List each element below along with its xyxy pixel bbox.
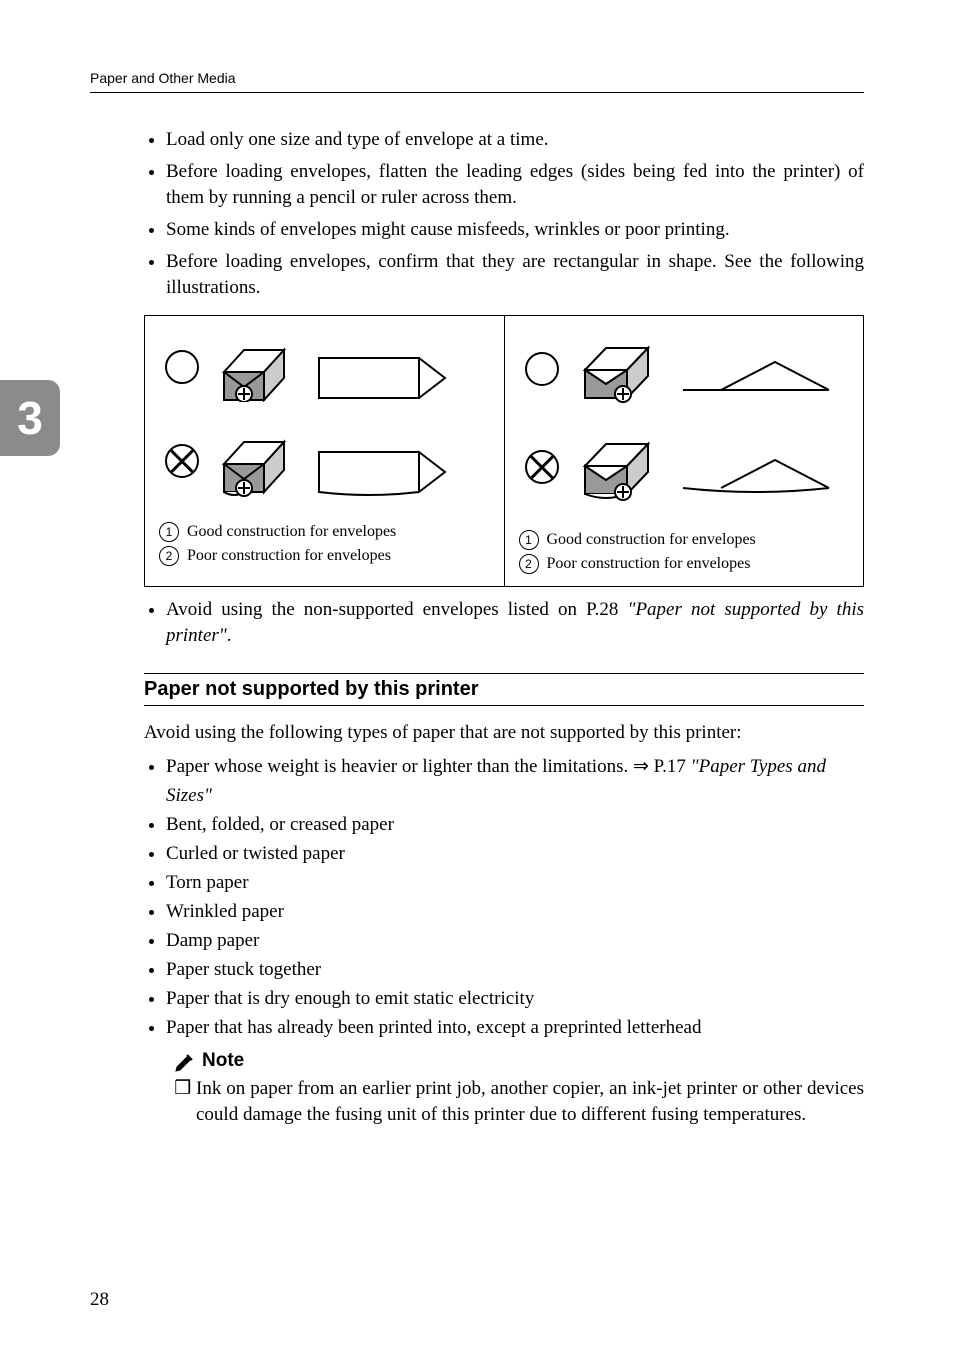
- note-list: Ink on paper from an earlier print job, …: [174, 1076, 864, 1128]
- list-item: Curled or twisted paper: [166, 839, 864, 868]
- list-item: Before loading envelopes, flatten the le…: [166, 159, 864, 211]
- legend-number-icon: 2: [159, 546, 179, 566]
- section-heading: Paper not supported by this printer: [144, 673, 864, 706]
- ok-mark-icon: [525, 352, 559, 386]
- envelope-bad-side-icon: [317, 438, 447, 498]
- envelope-good-back-icon: [579, 332, 661, 406]
- legend-number-icon: 1: [519, 530, 539, 550]
- pencil-icon: [174, 1050, 196, 1072]
- list-item: Torn paper: [166, 868, 864, 897]
- envelope-good-side-icon: [317, 346, 447, 402]
- list-item: Some kinds of envelopes might cause misf…: [166, 217, 864, 243]
- legend-number-icon: 2: [519, 554, 539, 574]
- note-label: Note: [202, 1050, 244, 1072]
- list-item: Paper whose weight is heavier or lighter…: [166, 752, 864, 810]
- note-heading: Note: [174, 1050, 864, 1072]
- envelope-bad-back-icon: [579, 428, 661, 506]
- figure-legend: 1 Good construction for envelopes 2 Poor c…: [519, 528, 850, 576]
- list-item: Bent, folded, or creased paper: [166, 810, 864, 839]
- envelope-bad-front-icon: [219, 424, 297, 498]
- list-item: Before loading envelopes, confirm that t…: [166, 249, 864, 301]
- envelope-instructions-list: Load only one size and type of envelope …: [144, 127, 864, 301]
- running-header: Paper and Other Media: [90, 70, 864, 93]
- list-item: Wrinkled paper: [166, 897, 864, 926]
- post-figure-list: Avoid using the non-supported envelopes …: [144, 597, 864, 649]
- envelope-figure: 1 Good construction for envelopes 2 Poor c…: [144, 315, 864, 587]
- list-item: Paper stuck together: [166, 955, 864, 984]
- legend-text: Good construction for envelopes: [547, 528, 756, 552]
- legend-text: Good construction for envelopes: [187, 520, 396, 544]
- note-item: Ink on paper from an earlier print job, …: [196, 1076, 864, 1128]
- envelope-bad-flat-icon: [681, 450, 831, 506]
- bad-mark-icon: [525, 450, 559, 484]
- list-item: Avoid using the non-supported envelopes …: [166, 597, 864, 649]
- legend-text: Poor construction for envelopes: [187, 544, 391, 568]
- list-item: Load only one size and type of envelope …: [166, 127, 864, 153]
- envelope-good-front-icon: [219, 332, 297, 402]
- ok-mark-icon: [165, 350, 199, 384]
- figure-legend: 1 Good construction for envelopes 2 Poor c…: [159, 520, 490, 568]
- chapter-tab: 3: [0, 380, 60, 456]
- page-number: 28: [90, 1289, 109, 1311]
- bad-mark-icon: [165, 444, 199, 478]
- figure-column-left: 1 Good construction for envelopes 2 Poor c…: [145, 316, 505, 586]
- unsupported-paper-list: Paper whose weight is heavier or lighter…: [144, 752, 864, 1042]
- list-item: Damp paper: [166, 926, 864, 955]
- legend-number-icon: 1: [159, 522, 179, 542]
- list-item: Paper that has already been printed into…: [166, 1013, 864, 1042]
- list-item: Paper that is dry enough to emit static …: [166, 984, 864, 1013]
- envelope-good-flat-icon: [681, 354, 831, 406]
- figure-column-right: 1 Good construction for envelopes 2 Poor c…: [505, 316, 864, 586]
- intro-paragraph: Avoid using the following types of paper…: [144, 720, 864, 746]
- legend-text: Poor construction for envelopes: [547, 552, 751, 576]
